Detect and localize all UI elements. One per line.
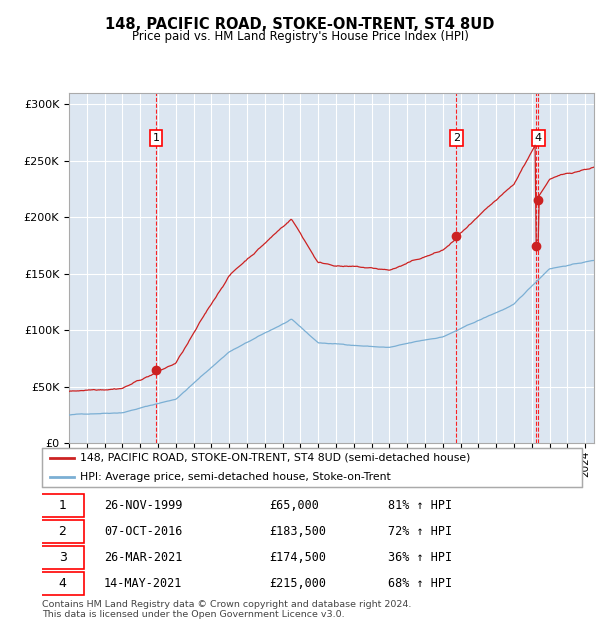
FancyBboxPatch shape xyxy=(41,546,84,569)
Text: 07-OCT-2016: 07-OCT-2016 xyxy=(104,525,182,538)
FancyBboxPatch shape xyxy=(41,520,84,542)
Text: £215,000: £215,000 xyxy=(269,577,326,590)
Text: 148, PACIFIC ROAD, STOKE-ON-TRENT, ST4 8UD: 148, PACIFIC ROAD, STOKE-ON-TRENT, ST4 8… xyxy=(106,17,494,32)
Text: 2: 2 xyxy=(59,525,67,538)
Text: 68% ↑ HPI: 68% ↑ HPI xyxy=(388,577,452,590)
Text: Contains HM Land Registry data © Crown copyright and database right 2024.: Contains HM Land Registry data © Crown c… xyxy=(42,600,412,609)
Text: £183,500: £183,500 xyxy=(269,525,326,538)
FancyBboxPatch shape xyxy=(41,494,84,516)
FancyBboxPatch shape xyxy=(41,572,84,595)
Text: 26-MAR-2021: 26-MAR-2021 xyxy=(104,551,182,564)
Text: This data is licensed under the Open Government Licence v3.0.: This data is licensed under the Open Gov… xyxy=(42,610,344,619)
Text: 1: 1 xyxy=(59,499,67,511)
Text: 148, PACIFIC ROAD, STOKE-ON-TRENT, ST4 8UD (semi-detached house): 148, PACIFIC ROAD, STOKE-ON-TRENT, ST4 8… xyxy=(80,453,470,463)
Text: 1: 1 xyxy=(153,133,160,143)
Text: 3: 3 xyxy=(59,551,67,564)
Text: 14-MAY-2021: 14-MAY-2021 xyxy=(104,577,182,590)
Text: 72% ↑ HPI: 72% ↑ HPI xyxy=(388,525,452,538)
Text: 4: 4 xyxy=(535,133,542,143)
Text: £174,500: £174,500 xyxy=(269,551,326,564)
Text: 36% ↑ HPI: 36% ↑ HPI xyxy=(388,551,452,564)
Text: HPI: Average price, semi-detached house, Stoke-on-Trent: HPI: Average price, semi-detached house,… xyxy=(80,472,391,482)
Text: Price paid vs. HM Land Registry's House Price Index (HPI): Price paid vs. HM Land Registry's House … xyxy=(131,30,469,43)
Text: 81% ↑ HPI: 81% ↑ HPI xyxy=(388,499,452,511)
Text: £65,000: £65,000 xyxy=(269,499,319,511)
Text: 2: 2 xyxy=(453,133,460,143)
Text: 26-NOV-1999: 26-NOV-1999 xyxy=(104,499,182,511)
Text: 4: 4 xyxy=(59,577,67,590)
